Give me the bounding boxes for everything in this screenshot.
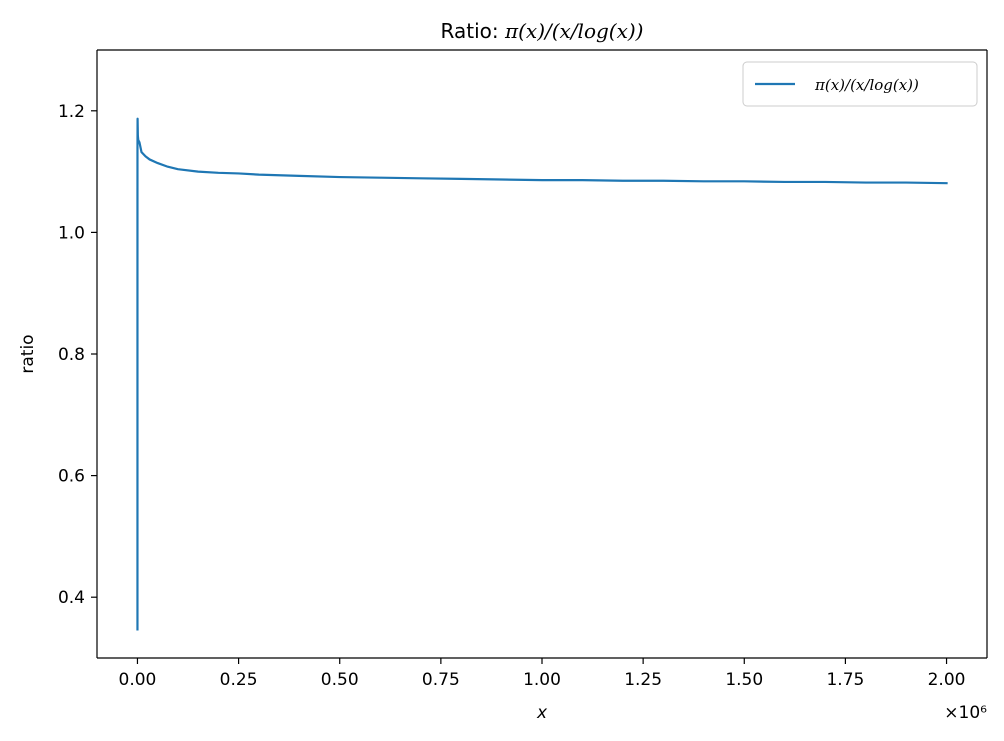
legend-box [742, 61, 978, 107]
chart-title: Ratio: π(x)/(x/log(x)) [441, 19, 644, 43]
legend-label: π(x)/(x/log(x)) [814, 76, 919, 94]
x-tick-label: 0.25 [220, 670, 258, 690]
y-tick-label: 1.2 [58, 102, 85, 122]
y-tick-label: 0.8 [58, 345, 85, 365]
x-tick-label: 0.75 [422, 670, 460, 690]
x-tick-label: 0.00 [119, 670, 157, 690]
y-tick-label: 0.4 [58, 588, 85, 608]
x-tick-label: 0.50 [321, 670, 359, 690]
y-axis-label: ratio [18, 334, 38, 373]
x-tick-label: 1.50 [725, 670, 763, 690]
x-tick-label: 2.00 [928, 670, 966, 690]
y-tick-label: 0.6 [58, 467, 85, 487]
x-tick-label: 1.25 [624, 670, 662, 690]
x-axis-label: x [536, 703, 548, 723]
series-line-0 [136, 117, 948, 631]
x-tick-label: 1.00 [523, 670, 561, 690]
chart-title-prefix: Ratio: [441, 19, 505, 43]
y-tick-label: 1.0 [58, 223, 85, 243]
chart-title-math: π(x)/(x/log(x)) [504, 19, 644, 43]
x-tick-label: 1.75 [826, 670, 864, 690]
plot-area [97, 50, 987, 658]
x-offset-text: ×10⁶ [944, 703, 987, 723]
